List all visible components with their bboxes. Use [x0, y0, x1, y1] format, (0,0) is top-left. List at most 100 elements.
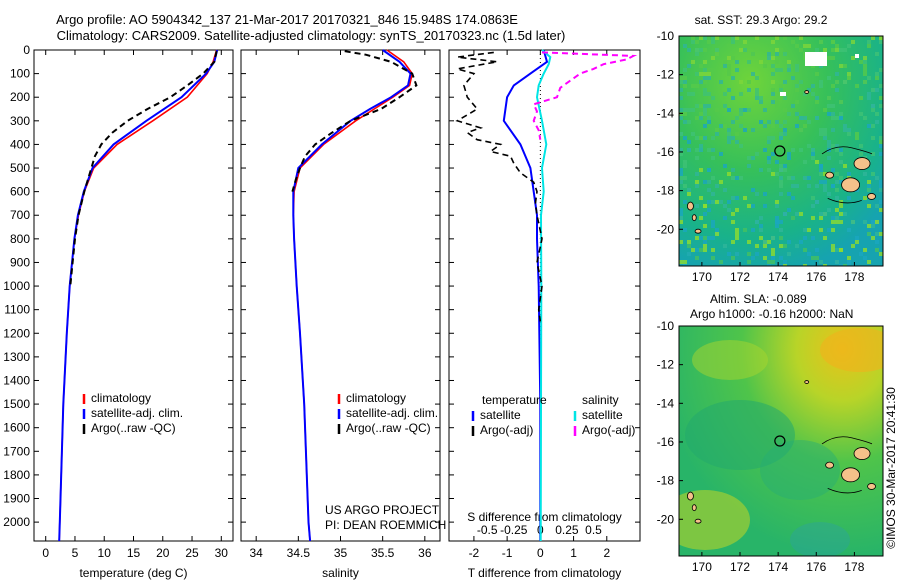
sst-cell [835, 148, 839, 152]
sst-cell [771, 236, 775, 240]
sst-cell [835, 220, 839, 224]
sst-cell [735, 196, 739, 200]
sst-cell [699, 236, 703, 240]
sst-cell [739, 92, 743, 96]
sst-cell [783, 80, 787, 84]
sst-cell [695, 184, 699, 188]
sst-cell [699, 64, 703, 68]
sst-cell [683, 108, 687, 112]
sst-cell [879, 232, 883, 236]
sst-cell [727, 44, 731, 48]
sst-cell [719, 152, 723, 156]
series-argo [69, 50, 218, 287]
sst-cell [827, 112, 831, 116]
sst-cell [879, 36, 883, 40]
sst-cell [759, 120, 763, 124]
sst-cell [771, 80, 775, 84]
sst-cell [839, 64, 843, 68]
sst-cell [799, 128, 803, 132]
argo-position-marker [774, 145, 786, 157]
sst-cell [703, 240, 707, 244]
sst-cell [771, 56, 775, 60]
sst-cell [775, 52, 779, 56]
sst-cell [763, 64, 767, 68]
sst-cell [767, 156, 771, 160]
sst-cell [779, 168, 783, 172]
sst-cell [755, 152, 759, 156]
sst-cell [795, 44, 799, 48]
sst-cell [783, 168, 787, 172]
sst-cell [835, 180, 839, 184]
sst-cell [819, 84, 823, 88]
sst-cell [715, 36, 719, 40]
sst-cell [819, 172, 823, 176]
sst-cell [735, 140, 739, 144]
sst-cell [755, 36, 759, 40]
sst-cell [703, 80, 707, 84]
sst-cell [795, 84, 799, 88]
sst-cell [827, 208, 831, 212]
sst-cell [871, 224, 875, 228]
sst-cell [879, 180, 883, 184]
sst-cell [851, 56, 855, 60]
sst-cell [819, 212, 823, 216]
sst-cell [811, 92, 815, 96]
sst-cell [695, 116, 699, 120]
reef-outline [821, 146, 873, 155]
sst-cell [871, 88, 875, 92]
sst-cell [815, 116, 819, 120]
sst-cell [843, 124, 847, 128]
island [691, 504, 697, 512]
sst-cell [691, 36, 695, 40]
argo-position-marker [774, 435, 786, 447]
sst-cell [787, 112, 791, 116]
sst-cell [711, 192, 715, 196]
sst-cell [863, 172, 867, 176]
sst-cell [843, 212, 847, 216]
sst-cell [715, 128, 719, 132]
sst-cell [823, 172, 827, 176]
sst-cell [803, 248, 807, 252]
sst-cell [875, 176, 879, 180]
sst-cell [679, 76, 683, 80]
series-s-satellite [535, 49, 552, 542]
sst-cell [711, 256, 715, 260]
sst-cell [747, 164, 751, 168]
sst-cell [703, 88, 707, 92]
sst-cell [835, 80, 839, 84]
sst-cell [767, 264, 771, 266]
sst-cell [755, 220, 759, 224]
sst-cell [795, 112, 799, 116]
sst-cell [867, 92, 871, 96]
series-satellite [58, 49, 219, 542]
sst-cell [723, 204, 727, 208]
sst-cell [799, 212, 803, 216]
legend-label: climatology [346, 391, 406, 405]
sst-cell [727, 208, 731, 212]
x-tick-label: 0 [537, 546, 544, 560]
sst-cell [859, 152, 863, 156]
sst-cell [683, 264, 687, 266]
sst-cell [763, 244, 767, 248]
sst-cell [727, 56, 731, 60]
sst-cell [735, 236, 739, 240]
sst-cell [727, 136, 731, 140]
sst-cell [739, 48, 743, 52]
sst-cell [771, 100, 775, 104]
sst-label: sat. SST: 29.3 Argo: 29.2 [695, 13, 828, 27]
sst-cell [863, 72, 867, 76]
sst-cell [811, 196, 815, 200]
sst-cell [731, 240, 735, 244]
sst-cell [779, 184, 783, 188]
sst-cell [679, 152, 683, 156]
sst-cell [875, 240, 879, 244]
sst-cell [743, 196, 747, 200]
sst-cell [839, 248, 843, 252]
sst-cell [683, 176, 687, 180]
sst-cell [739, 40, 743, 44]
sst-cell [755, 76, 759, 80]
sst-cell [759, 100, 763, 104]
sst-cell [727, 128, 731, 132]
sst-cell [735, 176, 739, 180]
sst-cell [679, 168, 683, 172]
